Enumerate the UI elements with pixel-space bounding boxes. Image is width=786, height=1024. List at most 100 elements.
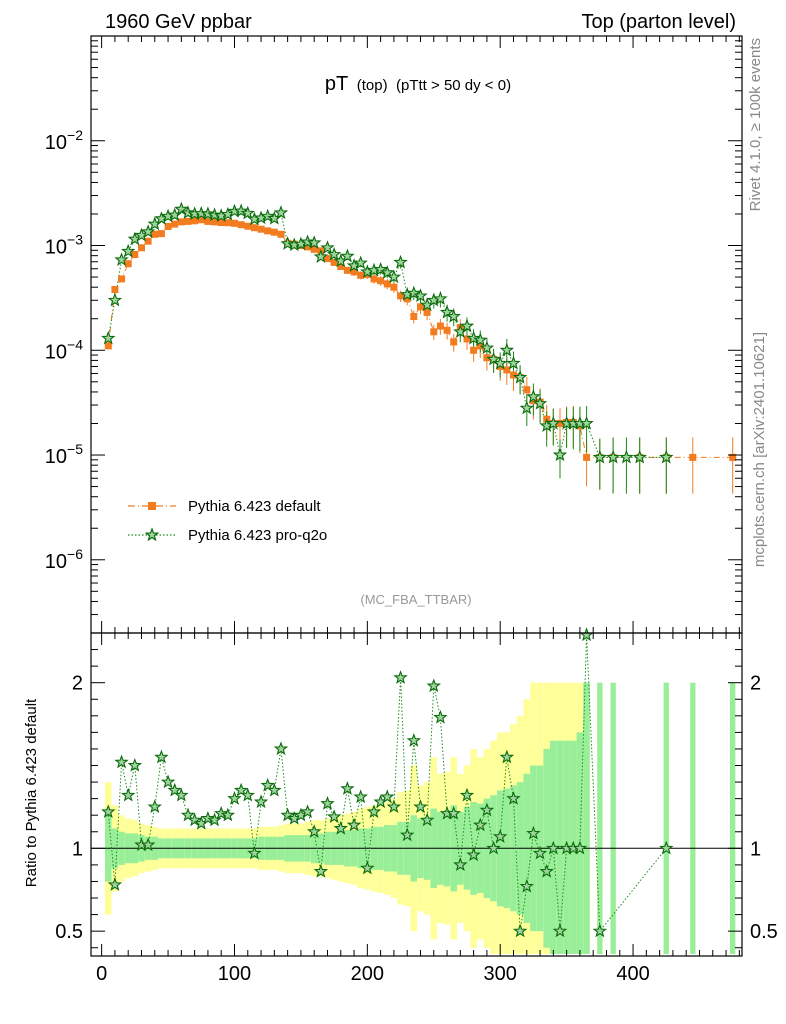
legend-label-default: Pythia 6.423 default <box>188 498 321 515</box>
x-tick-label: 200 <box>351 963 384 985</box>
data-point-default <box>138 244 145 252</box>
data-point-default <box>324 255 331 263</box>
data-point-default <box>417 303 424 311</box>
y-tick-label: 10−4 <box>45 336 83 363</box>
data-point-default <box>270 228 278 236</box>
data-point-proq2o <box>659 449 674 464</box>
data-point-default <box>157 230 165 238</box>
ratio-point-proq2o <box>380 789 395 804</box>
ratio-point-proq2o <box>320 796 335 810</box>
data-point-default <box>343 266 351 274</box>
ratio-point-proq2o <box>260 777 275 792</box>
ratio-point-proq2o <box>300 804 315 819</box>
data-point-default <box>310 245 318 253</box>
data-point-default <box>689 453 697 461</box>
ratio-y-tick-label-left: 1 <box>72 838 83 860</box>
ratio-point-proq2o <box>114 754 129 769</box>
data-point-default <box>390 283 398 291</box>
mcplots-label: mcplots.cern.ch [arXiv:2401.10621] <box>751 332 768 567</box>
ratio-point-proq2o <box>486 840 501 855</box>
ratio-band-green <box>730 682 736 954</box>
data-point-default <box>231 219 238 227</box>
ratio-point-proq2o <box>273 741 289 756</box>
ratio-point-proq2o <box>659 840 674 855</box>
error-bars <box>107 208 734 494</box>
x-tick-label: 0 <box>96 963 107 985</box>
legend-label-proq2o: Pythia 6.423 pro-q2o <box>188 527 327 544</box>
data-point-proq2o <box>512 369 528 384</box>
analysis-label: (MC_FBA_TTBAR) <box>360 592 471 607</box>
data-point-default <box>171 220 179 228</box>
data-point-default <box>483 354 491 362</box>
ratio-point-proq2o <box>366 804 382 819</box>
x-tick-label: 100 <box>218 963 251 985</box>
data-point-proq2o <box>114 252 129 266</box>
data-point-proq2o <box>273 205 289 219</box>
ratio-point-proq2o <box>579 627 594 642</box>
data-point-proq2o <box>120 243 136 258</box>
data-point-default <box>217 219 225 226</box>
ratio-point-proq2o <box>532 845 548 860</box>
series-line-default <box>107 219 733 458</box>
legend-marker-default <box>148 502 156 510</box>
data-point-default <box>410 313 418 320</box>
y-tick-label: 10−3 <box>45 232 83 259</box>
data-point-default <box>118 275 126 283</box>
data-point-proq2o <box>546 415 561 430</box>
data-point-default <box>370 275 378 283</box>
data-point-proq2o <box>406 285 422 300</box>
data-point-default <box>463 335 471 343</box>
data-point-proq2o <box>439 304 455 319</box>
ratio-point-proq2o <box>459 787 475 802</box>
data-point-proq2o <box>499 342 515 357</box>
data-point-proq2o <box>373 261 388 276</box>
data-point-default <box>124 260 132 268</box>
data-point-proq2o <box>519 400 534 415</box>
ratio-band-green <box>556 740 564 954</box>
ratio-point-proq2o <box>419 812 435 827</box>
ratio-point-proq2o <box>512 923 528 938</box>
data-point-default <box>556 420 564 427</box>
ratio-point-proq2o <box>127 757 143 772</box>
data-point-proq2o <box>473 332 488 347</box>
ratio-point-proq2o <box>340 781 355 795</box>
data-point-proq2o <box>260 208 275 223</box>
data-point-proq2o <box>479 340 495 355</box>
data-point-default <box>164 223 172 230</box>
x-tick-label: 400 <box>616 963 649 985</box>
ratio-point-proq2o <box>313 863 329 878</box>
data-point-default <box>197 216 205 224</box>
data-point-proq2o <box>340 248 355 263</box>
data-point-proq2o <box>380 265 395 279</box>
data-point-proq2o <box>240 205 255 220</box>
ratio-point-proq2o <box>147 799 162 814</box>
ratio-point-proq2o <box>572 840 588 855</box>
data-point-proq2o <box>180 205 196 219</box>
data-point-proq2o <box>280 236 295 250</box>
ratio-point-proq2o <box>280 807 295 822</box>
data-point-proq2o <box>446 308 461 323</box>
data-point-proq2o <box>459 318 475 333</box>
data-point-proq2o <box>140 224 156 238</box>
ratio-y-tick-label-right: 0.5 <box>750 921 778 943</box>
data-point-proq2o <box>532 395 548 410</box>
data-point-default <box>144 237 152 245</box>
ratio-band-green <box>597 682 603 954</box>
ratio-point-proq2o <box>187 812 202 827</box>
ratio-point-proq2o <box>167 782 182 797</box>
data-point-default <box>211 218 219 226</box>
ratio-point-proq2o <box>552 923 568 938</box>
ratio-ylabel: Ratio to Pythia 6.423 default <box>23 698 40 887</box>
ratio-point-proq2o <box>492 829 508 843</box>
data-point-proq2o <box>306 235 322 249</box>
y-tick-label: 10−5 <box>45 441 83 468</box>
ratio-point-proq2o <box>253 794 269 809</box>
ratio-point-proq2o <box>473 817 488 832</box>
ratio-point-proq2o <box>180 807 196 822</box>
data-markers <box>101 201 737 938</box>
data-point-proq2o <box>313 249 329 263</box>
rivet-label: Rivet 4.1.0, ≥ 100k events <box>747 38 764 211</box>
y-tick-base: 10 <box>45 132 67 154</box>
data-point-default <box>729 453 737 461</box>
y-tick-exponent: −6 <box>67 546 83 562</box>
